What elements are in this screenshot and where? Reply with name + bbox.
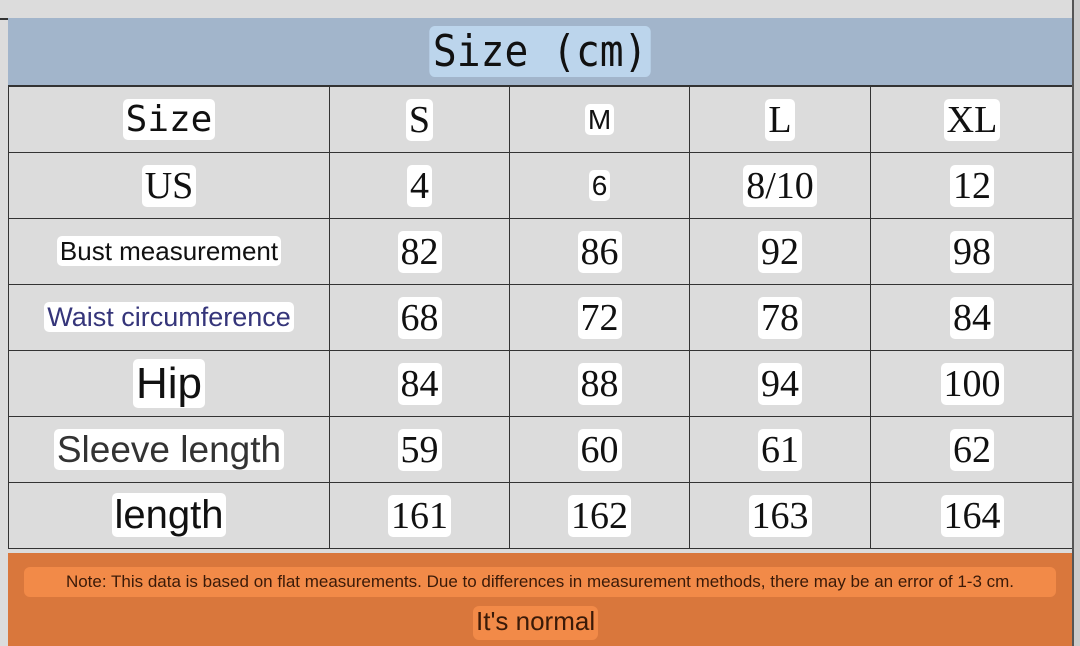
- header-s: S: [405, 98, 434, 141]
- table-title: Size (cm): [8, 18, 1072, 87]
- note-normal: It's normal: [473, 606, 599, 640]
- note-panel: Note: This data is based on flat measure…: [8, 553, 1072, 646]
- table-row: Waist circumference 68 72 78 84: [8, 284, 1074, 351]
- cell: 86: [577, 230, 622, 273]
- table-row: Sleeve length 59 60 61 62: [8, 416, 1074, 483]
- cell: 92: [758, 230, 802, 273]
- header-row: Size S M L XL: [8, 86, 1074, 153]
- table-row: Bust measurement 82 86 92 98: [8, 218, 1074, 285]
- cell: 98: [950, 230, 994, 273]
- header-m: M: [584, 103, 615, 135]
- cell: 94: [758, 362, 802, 405]
- cell: 6: [588, 169, 611, 201]
- table-row: Hip 84 88 94 100: [8, 350, 1074, 417]
- cell: 62: [950, 428, 994, 471]
- cell: 12: [950, 164, 994, 207]
- row-label: Waist circumference: [44, 302, 294, 332]
- cell: 78: [758, 296, 802, 339]
- row-label: length: [111, 493, 227, 537]
- top-strip: [0, 0, 1080, 20]
- cell: 161: [388, 494, 451, 537]
- row-label: US: [141, 164, 197, 207]
- note-text: Note: This data is based on flat measure…: [24, 567, 1056, 597]
- row-label: Sleeve length: [53, 428, 285, 470]
- cell: 8/10: [743, 164, 817, 207]
- cell: 100: [940, 362, 1004, 405]
- right-edge: [1072, 0, 1080, 646]
- table-row: US 4 6 8/10 12: [8, 152, 1074, 219]
- header-xl: XL: [943, 98, 1001, 141]
- cell: 4: [407, 164, 432, 207]
- row-label: Hip: [132, 358, 206, 408]
- header-l: L: [765, 98, 795, 141]
- row-label: Bust measurement: [56, 236, 282, 266]
- cell: 60: [577, 428, 622, 471]
- cell: 68: [397, 296, 442, 339]
- size-table: Size S M L XL US 4 6 8/10 12 Bust measur…: [8, 86, 1074, 549]
- cell: 84: [397, 362, 442, 405]
- cell: 84: [950, 296, 994, 339]
- cell: 163: [748, 494, 812, 537]
- cell: 82: [397, 230, 442, 273]
- cell: 162: [568, 494, 631, 537]
- cell: 61: [758, 428, 802, 471]
- cell: 164: [940, 494, 1004, 537]
- cell: 59: [397, 428, 442, 471]
- title-text: Size (cm): [429, 26, 651, 77]
- table-row: length 161 162 163 164: [8, 482, 1074, 549]
- cell: 72: [577, 296, 622, 339]
- header-size: Size: [122, 99, 216, 140]
- cell: 88: [577, 362, 622, 405]
